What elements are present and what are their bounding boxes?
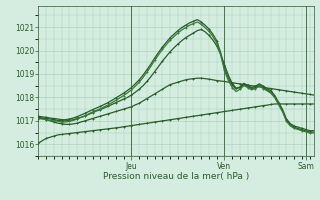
X-axis label: Pression niveau de la mer( hPa ): Pression niveau de la mer( hPa ) <box>103 172 249 181</box>
